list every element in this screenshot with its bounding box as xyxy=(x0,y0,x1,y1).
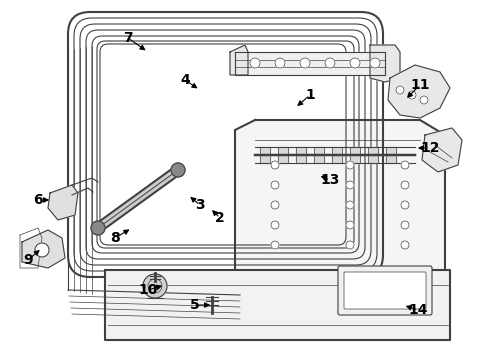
Text: 6: 6 xyxy=(33,193,43,207)
Circle shape xyxy=(275,58,285,68)
Circle shape xyxy=(401,201,409,209)
Circle shape xyxy=(91,221,105,235)
Polygon shape xyxy=(260,147,270,163)
Text: 2: 2 xyxy=(215,211,225,225)
Polygon shape xyxy=(105,270,450,340)
Polygon shape xyxy=(332,147,342,163)
Circle shape xyxy=(401,161,409,169)
Polygon shape xyxy=(235,120,445,295)
Circle shape xyxy=(396,86,404,94)
Text: 4: 4 xyxy=(180,73,190,87)
Polygon shape xyxy=(422,128,462,172)
Circle shape xyxy=(271,201,279,209)
Text: 13: 13 xyxy=(320,173,340,187)
Polygon shape xyxy=(314,147,324,163)
Polygon shape xyxy=(350,147,360,163)
Circle shape xyxy=(346,221,354,229)
Circle shape xyxy=(143,274,167,298)
Polygon shape xyxy=(22,230,65,268)
Text: 9: 9 xyxy=(23,253,33,267)
Polygon shape xyxy=(48,185,78,220)
Text: 8: 8 xyxy=(110,231,120,245)
Circle shape xyxy=(420,96,428,104)
Text: 11: 11 xyxy=(410,78,430,92)
Circle shape xyxy=(271,161,279,169)
Polygon shape xyxy=(370,45,400,82)
Circle shape xyxy=(346,161,354,169)
Text: 10: 10 xyxy=(138,283,158,297)
Circle shape xyxy=(35,243,49,257)
Polygon shape xyxy=(388,65,450,118)
Circle shape xyxy=(350,58,360,68)
Circle shape xyxy=(346,201,354,209)
Polygon shape xyxy=(368,147,378,163)
Circle shape xyxy=(271,181,279,189)
Circle shape xyxy=(271,221,279,229)
Text: 3: 3 xyxy=(195,198,205,212)
Text: 14: 14 xyxy=(408,303,428,317)
Circle shape xyxy=(325,58,335,68)
Polygon shape xyxy=(235,52,385,75)
Polygon shape xyxy=(296,147,306,163)
Text: 1: 1 xyxy=(305,88,315,102)
Circle shape xyxy=(171,163,185,177)
Polygon shape xyxy=(230,45,248,75)
Circle shape xyxy=(401,221,409,229)
Circle shape xyxy=(401,181,409,189)
FancyBboxPatch shape xyxy=(338,266,432,315)
FancyBboxPatch shape xyxy=(344,272,426,309)
Text: 7: 7 xyxy=(123,31,133,45)
Circle shape xyxy=(250,58,260,68)
Circle shape xyxy=(346,241,354,249)
Circle shape xyxy=(408,91,416,99)
Polygon shape xyxy=(278,147,288,163)
Polygon shape xyxy=(386,147,396,163)
Circle shape xyxy=(370,58,380,68)
Text: 12: 12 xyxy=(420,141,440,155)
Circle shape xyxy=(346,181,354,189)
Circle shape xyxy=(300,58,310,68)
Circle shape xyxy=(401,241,409,249)
Text: 5: 5 xyxy=(190,298,200,312)
Circle shape xyxy=(271,241,279,249)
